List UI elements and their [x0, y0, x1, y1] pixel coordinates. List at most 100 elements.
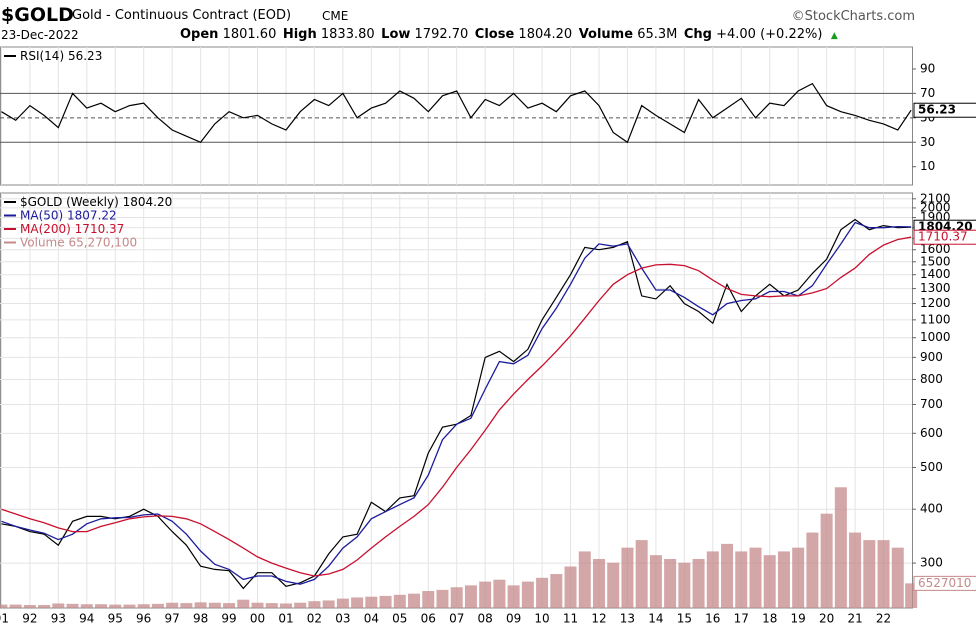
y-tick-label: 90: [920, 61, 935, 75]
volume-bar: [336, 598, 349, 608]
volume-bar: [777, 551, 790, 608]
legend-value: 1710.37: [75, 222, 125, 236]
volume-bar: [166, 602, 179, 608]
y-tick-label: 70: [920, 86, 935, 100]
volume-bar: [422, 591, 435, 608]
x-tick-label: 22: [876, 612, 891, 626]
volume-bar: [23, 604, 36, 608]
exchange: CME: [322, 9, 349, 23]
value-tag-box: [913, 102, 976, 118]
legend-label: Volume 65,270,100: [20, 235, 137, 249]
x-tick-label: 96: [136, 612, 151, 626]
volume-bar: [351, 597, 364, 608]
x-tick-label: 11: [563, 612, 578, 626]
x-tick-label: 17: [734, 612, 749, 626]
legend-name: RSI(14): [20, 49, 64, 63]
y-tick-label: 1000: [920, 330, 951, 344]
volume-bar: [664, 558, 677, 608]
volume-bar: [151, 603, 164, 608]
x-tick-label: 01: [278, 612, 293, 626]
x-tick-label: 98: [193, 612, 208, 626]
volume-bar: [123, 604, 136, 608]
y-tick-label: 2000: [920, 200, 951, 214]
volume-bar: [550, 574, 563, 608]
x-tick-label: 02: [307, 612, 322, 626]
volume-bar: [649, 555, 662, 608]
volume-bar: [849, 532, 862, 608]
x-tick-label: 08: [478, 612, 493, 626]
legend-name: MA(50): [20, 208, 63, 222]
volume-bar: [95, 604, 108, 608]
volume-bar: [578, 551, 591, 608]
volume-bar: [223, 603, 236, 608]
volume-bar: [479, 581, 492, 608]
legend-name: Volume: [20, 235, 65, 249]
volume-bar: [66, 603, 79, 608]
volume-bar: [692, 558, 705, 608]
y-tick-label: 900: [920, 350, 943, 364]
x-tick-label: 97: [165, 612, 180, 626]
volume-bar: [408, 593, 421, 608]
volume-bar: [251, 602, 264, 608]
y-tick-label: 10: [920, 159, 935, 173]
value-tag-box: [913, 575, 976, 591]
x-tick-label: 95: [108, 612, 123, 626]
legend-value: 65,270,100: [68, 235, 137, 249]
volume-bar: [237, 599, 250, 608]
y-tick-label: 300: [920, 556, 943, 570]
volume-bar: [607, 562, 620, 608]
volume-bar: [294, 602, 307, 608]
stat-value: +4.00 (+0.22%): [716, 27, 823, 42]
volume-bar: [180, 603, 193, 608]
volume-bar: [322, 600, 335, 608]
source: ©StockCharts.com: [791, 9, 915, 24]
x-tick-label: 07: [449, 612, 464, 626]
y-tick-label: 1500: [920, 254, 951, 268]
volume-bar: [436, 589, 449, 608]
y-tick-label: 400: [920, 502, 943, 516]
legend-label: RSI(14) 56.23: [20, 49, 102, 63]
volume-bar: [806, 532, 819, 608]
value-tag: 56.23: [918, 103, 956, 117]
volume-bar: [365, 596, 378, 608]
x-tick-label: 00: [250, 612, 265, 626]
y-tick-label: 30: [920, 135, 935, 149]
series-line: [1, 236, 912, 577]
volume-bar: [678, 562, 691, 608]
y-tick-label: 500: [920, 460, 943, 474]
x-tick-label: 92: [22, 612, 37, 626]
stat-value: 1833.80: [320, 27, 375, 42]
legend-label: MA(50) 1807.22: [20, 208, 117, 222]
volume-bar: [564, 566, 577, 608]
x-tick-label: 04: [364, 612, 379, 626]
volume-bar: [706, 551, 719, 608]
legend-value: 1804.20: [123, 195, 173, 209]
volume-bar: [137, 604, 150, 608]
x-tick-label: 19: [791, 612, 806, 626]
volume-bar: [735, 551, 748, 608]
volume-bar: [536, 577, 549, 608]
volume-bar: [38, 604, 51, 608]
y-tick-label: 1400: [920, 267, 951, 281]
volume-bar: [109, 604, 122, 608]
volume-bar: [450, 587, 463, 608]
x-tick-label: 14: [648, 612, 663, 626]
x-tick-label: 21: [847, 612, 862, 626]
legend-value: 56.23: [68, 49, 102, 63]
y-tick-label: 1600: [920, 242, 951, 256]
volume-bar: [80, 604, 93, 608]
volume-bar: [820, 513, 833, 608]
y-tick-label: 2100: [920, 191, 951, 205]
stat-label: Volume: [578, 27, 634, 42]
volume-bar: [863, 540, 876, 608]
volume-bar: [507, 585, 520, 608]
volume-bar: [792, 547, 805, 608]
x-tick-label: 13: [620, 612, 635, 626]
volume-bar: [379, 595, 392, 608]
instrument-name: Gold - Continuous Contract (EOD): [72, 8, 292, 23]
y-tick-label: 600: [920, 426, 943, 440]
volume-bar: [749, 547, 762, 608]
stat-value: 65.3M: [637, 27, 678, 42]
legend-name: MA(200): [20, 222, 71, 236]
x-tick-label: 99: [221, 612, 236, 626]
